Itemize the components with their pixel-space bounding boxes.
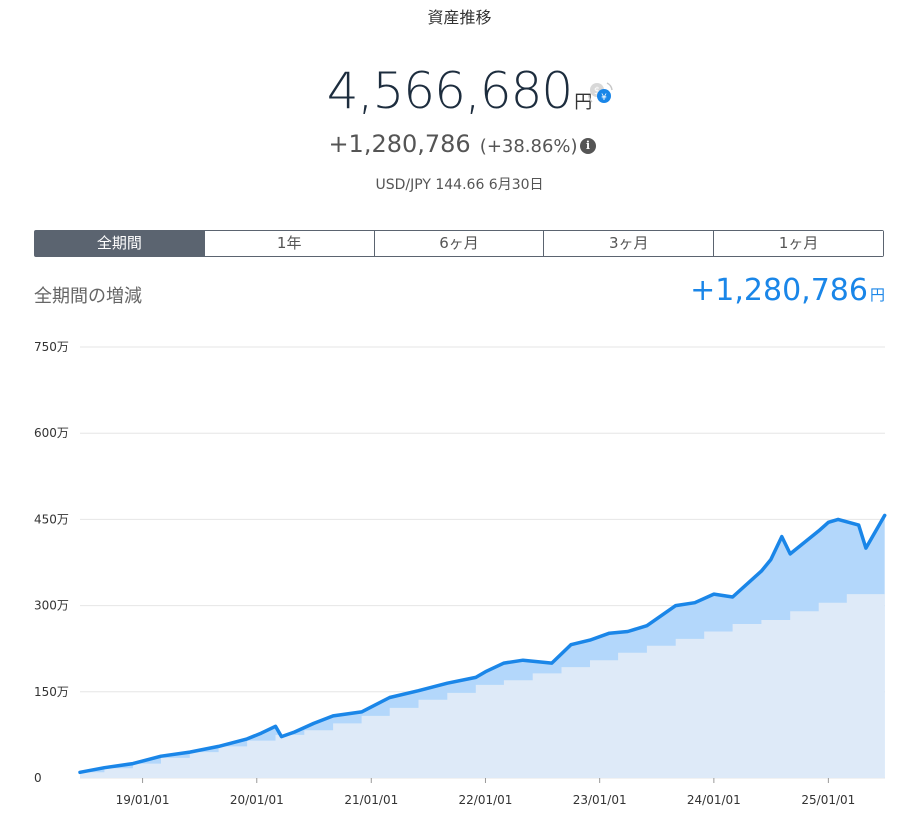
x-tick-label: 24/01/01 <box>687 793 741 807</box>
y-tick-label: 750万 <box>34 340 69 354</box>
valuation-point <box>259 731 263 735</box>
total-change-percent: (+38.86%) <box>479 136 578 157</box>
total-change-value: +1,280,786 <box>328 130 471 158</box>
valuation-point <box>857 523 860 527</box>
valuation-point <box>484 670 487 673</box>
valuation-point <box>731 595 734 599</box>
valuation-point <box>521 658 525 662</box>
y-tick-label: 0 <box>34 771 42 785</box>
valuation-point <box>245 737 249 741</box>
x-tick-label: 21/01/01 <box>344 793 398 807</box>
valuation-point <box>103 766 106 769</box>
tab-3-months[interactable]: 3ヶ月 <box>543 231 714 256</box>
valuation-point <box>274 725 277 728</box>
valuation-point <box>417 689 420 692</box>
valuation-point <box>217 745 220 748</box>
valuation-point <box>712 592 716 596</box>
exchange-rate: USD/JPY 144.66 6月30日 <box>375 177 544 193</box>
valuation-point <box>312 722 315 725</box>
valuation-point <box>789 552 792 556</box>
valuation-point <box>588 638 592 642</box>
y-tick-label: 600万 <box>34 426 69 440</box>
valuation-point <box>864 546 868 550</box>
x-tick-label: 20/01/01 <box>230 793 284 807</box>
valuation-point <box>78 771 82 774</box>
valuation-point <box>360 710 363 714</box>
asset-history-chart[interactable]: 0 150万 300万 450万 600万 750万 19/01/01 20/01/01 21/… <box>0 320 919 831</box>
x-tick-label: 22/01/01 <box>459 793 513 807</box>
x-tick-label: 25/01/01 <box>801 793 855 807</box>
invested-area <box>80 588 885 778</box>
valuation-point <box>331 714 335 718</box>
y-tick-label: 450万 <box>34 512 69 526</box>
period-change-unit: 円 <box>869 286 885 304</box>
period-change-value: +1,280,786 <box>690 273 868 308</box>
total-assets-unit: 円 <box>574 92 593 113</box>
svg-text:$: $ <box>594 86 600 97</box>
valuation-point <box>836 518 840 521</box>
period-change-label: 全期間の増減 <box>34 286 142 307</box>
currency-switch-icon[interactable]: $ ¥ <box>586 78 616 108</box>
y-tick-label: 300万 <box>34 599 69 613</box>
x-tick-label: 19/01/01 <box>116 793 170 807</box>
valuation-point <box>474 676 477 679</box>
x-tick-label: 23/01/01 <box>573 793 627 807</box>
valuation-point <box>760 569 763 573</box>
valuation-point <box>502 661 506 665</box>
valuation-point <box>645 624 649 627</box>
page-title: 資産推移 <box>427 8 492 27</box>
svg-text:¥: ¥ <box>601 93 607 103</box>
valuation-point <box>293 730 296 734</box>
valuation-point <box>159 754 163 758</box>
valuation-point <box>280 735 283 738</box>
total-change: +1,280,786 (+38.86%) <box>0 130 906 158</box>
info-icon[interactable]: i <box>580 138 596 154</box>
period-change: +1,280,786 円 <box>690 273 885 308</box>
valuation-point <box>388 696 391 699</box>
tab-1-month[interactable]: 1ヶ月 <box>713 231 883 256</box>
valuation-point <box>131 762 135 765</box>
tab-all-period[interactable]: 全期間 <box>35 231 204 256</box>
valuation-point <box>626 630 630 633</box>
valuation-point <box>608 631 611 635</box>
valuation-point <box>780 535 783 538</box>
valuation-point <box>827 521 830 524</box>
period-tabs: 全期間 1年 6ヶ月 3ヶ月 1ヶ月 <box>34 230 884 257</box>
valuation-point <box>569 643 573 646</box>
valuation-point <box>817 529 820 533</box>
total-assets-value: 4,566,680 <box>326 62 573 120</box>
tab-6-months[interactable]: 6ヶ月 <box>373 231 544 256</box>
valuation-point <box>883 514 886 517</box>
total-assets: 4,566,680 円 <box>0 62 919 120</box>
valuation-point <box>446 681 449 685</box>
y-tick-label: 150万 <box>34 685 69 699</box>
valuation-point <box>769 558 773 561</box>
valuation-point <box>674 604 677 607</box>
valuation-point <box>550 661 553 665</box>
valuation-point <box>188 750 192 754</box>
valuation-point <box>693 601 696 604</box>
tab-1-year[interactable]: 1年 <box>203 231 374 256</box>
